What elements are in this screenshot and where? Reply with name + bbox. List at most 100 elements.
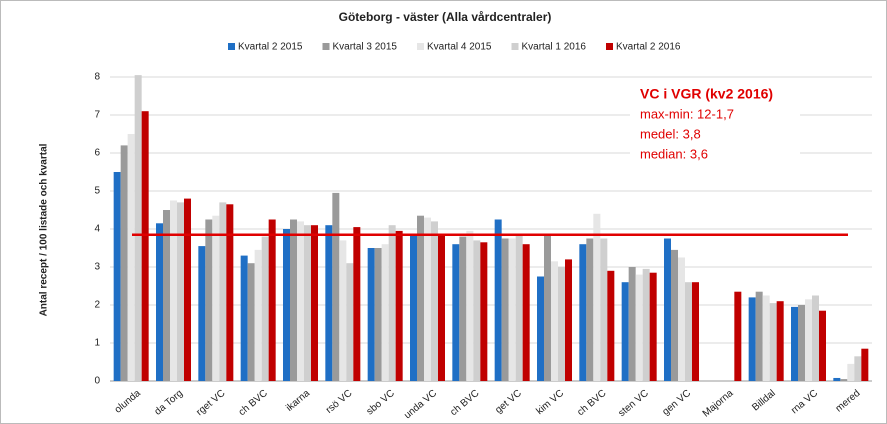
bar [671, 249, 678, 381]
bar [812, 295, 819, 381]
bar [163, 210, 170, 381]
bar [565, 259, 572, 381]
legend-swatch [322, 43, 330, 50]
bar [332, 192, 340, 381]
bar [346, 263, 354, 381]
y-tick-label: 1 [94, 338, 100, 349]
bar [438, 234, 445, 381]
bar [805, 299, 812, 381]
legend-label: Kvartal 3 2015 [333, 42, 398, 53]
bar [134, 75, 142, 381]
bar [261, 236, 269, 381]
bar [769, 303, 777, 381]
bar [219, 202, 227, 381]
bar [762, 295, 770, 381]
bar [635, 274, 643, 381]
bar [833, 377, 841, 381]
bar [212, 215, 220, 381]
bar [776, 301, 784, 381]
bar [819, 310, 826, 381]
bar [452, 244, 460, 381]
bar [628, 267, 636, 381]
y-tick-label: 4 [94, 224, 100, 235]
bar [283, 229, 290, 381]
bar [755, 291, 763, 381]
y-tick-label: 3 [94, 262, 100, 273]
bar [410, 234, 417, 381]
legend-label: Kvartal 2 2016 [616, 42, 681, 53]
annotation-line: medel: 3,8 [640, 126, 701, 141]
bar [304, 225, 311, 381]
bar [678, 257, 685, 381]
legend-label: Kvartal 1 2016 [522, 42, 587, 53]
bar [127, 134, 135, 381]
bar [607, 270, 615, 381]
y-axis-label: Antal recept / 100 listade och kvartal [39, 143, 50, 316]
bar [642, 268, 650, 381]
bar [424, 217, 431, 381]
bar [664, 238, 671, 381]
annotation-line: max-min: 12-1,7 [640, 106, 734, 121]
legend-label: Kvartal 2 2015 [238, 42, 303, 53]
bar [120, 145, 128, 381]
bar [544, 234, 551, 381]
bar [388, 225, 396, 381]
bar [353, 227, 361, 381]
bar [381, 244, 389, 381]
bar [311, 225, 318, 381]
bar [473, 240, 481, 381]
bar [515, 234, 523, 381]
bar [579, 244, 587, 381]
bar [558, 267, 565, 381]
annotation-box [630, 80, 800, 168]
bar [494, 219, 502, 381]
bar [734, 291, 742, 381]
bar [459, 236, 467, 381]
bar [847, 363, 855, 381]
bar [791, 306, 798, 381]
annotation-title: VC i VGR (kv2 2016) [640, 86, 773, 102]
bar [198, 246, 206, 381]
legend-swatch [417, 43, 424, 50]
bar [621, 282, 629, 381]
bar [290, 219, 297, 381]
bar [861, 348, 869, 381]
bar [226, 204, 234, 381]
y-tick-label: 5 [94, 186, 100, 197]
annotation-line: median: 3,6 [640, 146, 708, 161]
bar [177, 202, 184, 381]
bar [854, 356, 862, 381]
bar [593, 213, 601, 381]
bar [508, 238, 516, 381]
bar [692, 282, 699, 381]
bar [537, 276, 544, 381]
bar [748, 297, 756, 381]
bar [551, 261, 558, 381]
bar [417, 215, 424, 381]
y-tick-label: 0 [94, 376, 100, 387]
legend-label: Kvartal 4 2015 [427, 42, 492, 53]
legend-swatch [606, 43, 613, 50]
bar [184, 198, 191, 381]
bar [685, 282, 692, 381]
bar [374, 248, 382, 381]
bar [339, 240, 347, 381]
y-tick-label: 6 [94, 148, 100, 159]
bar [141, 111, 149, 381]
y-tick-label: 8 [94, 72, 100, 83]
bar [170, 200, 177, 381]
bar [840, 379, 848, 381]
bar [522, 244, 530, 381]
bar [798, 305, 805, 381]
bar [466, 230, 474, 381]
bar [501, 238, 509, 381]
legend-swatch [228, 43, 235, 50]
bar [297, 221, 304, 381]
bar [649, 272, 657, 381]
bar [240, 255, 248, 381]
bar [395, 230, 403, 381]
bar [367, 248, 375, 381]
bar [156, 223, 163, 381]
legend-swatch [511, 43, 519, 50]
